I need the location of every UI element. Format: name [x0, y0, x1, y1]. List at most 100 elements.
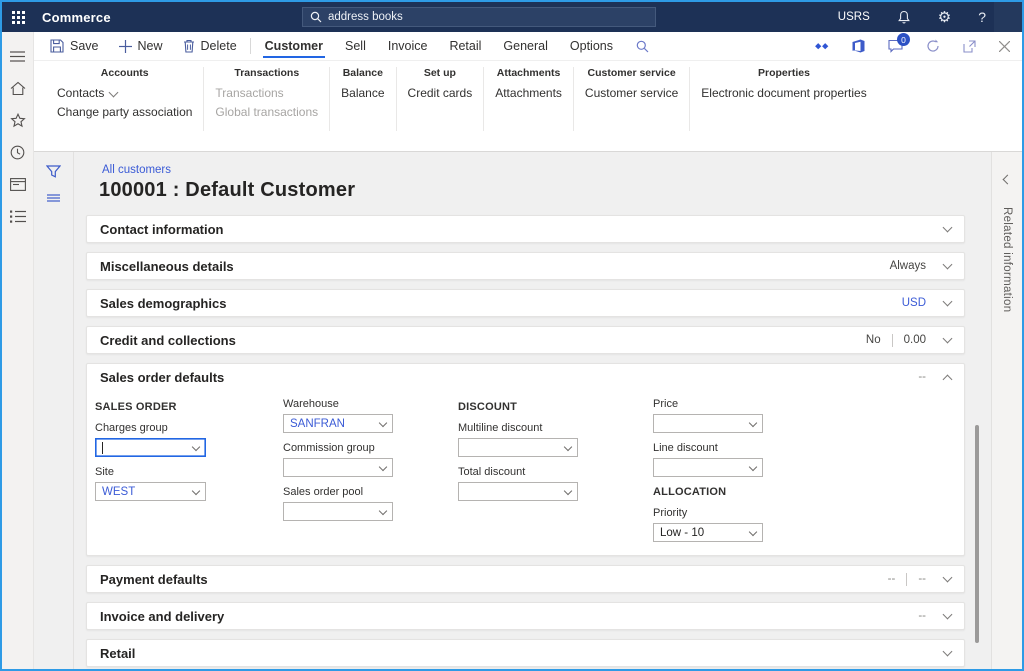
fasttab-title: Sales demographics [100, 295, 227, 311]
summary-divider [891, 333, 893, 347]
chevron-down-icon [378, 506, 388, 515]
fasttab-header[interactable]: Payment defaults -- -- [87, 566, 964, 592]
summary-value: -- [918, 371, 926, 383]
ribbon-group-title: Customer service [587, 67, 676, 79]
command-separator [249, 38, 251, 54]
breadcrumb[interactable]: All customers [102, 164, 172, 176]
group-label-sales-order: SALES ORDER [95, 401, 177, 413]
chevron-down-icon [748, 418, 758, 427]
commission-group-combobox[interactable] [283, 458, 393, 477]
fasttab-header[interactable]: Sales demographics USD [87, 290, 964, 316]
tab-sell[interactable]: Sell [345, 39, 366, 53]
hamburger-icon [10, 50, 25, 62]
priority-combobox[interactable]: Low - 10 [653, 523, 763, 542]
credit-cards-button[interactable]: Credit cards [408, 86, 473, 101]
electronic-document-properties-label: Electronic document properties [701, 86, 867, 100]
sidebar-item-recent[interactable] [2, 136, 33, 168]
chevron-left-icon[interactable] [1002, 174, 1012, 185]
sidebar-item-home[interactable] [2, 72, 33, 104]
help-button[interactable]: ? [978, 9, 986, 25]
office-apps-button[interactable] [852, 39, 865, 53]
search-input-value: address books [328, 11, 403, 23]
scrollbar-thumb[interactable] [975, 425, 979, 643]
sidebar-item-modules[interactable] [2, 200, 33, 232]
office-icon [852, 39, 865, 53]
command-bar: Save New Delete Customer Sell Invoice Re… [34, 32, 1022, 61]
multiline-discount-combobox[interactable] [458, 438, 578, 457]
sales-order-pool-combobox[interactable] [283, 502, 393, 521]
price-combobox[interactable] [653, 414, 763, 433]
fasttab-header[interactable]: Miscellaneous details Always [87, 253, 964, 279]
save-button[interactable]: Save [40, 32, 109, 60]
chevron-down-icon [942, 222, 953, 233]
charges-group-combobox[interactable] [95, 438, 206, 457]
summary-value: No [865, 334, 881, 346]
text-caret [102, 441, 103, 454]
contacts-label: Contacts [57, 86, 105, 100]
fasttab-sales-demographics: Sales demographics USD [86, 289, 965, 317]
new-label: New [137, 39, 163, 53]
scrollbar-track[interactable] [965, 152, 991, 669]
fasttab-title: Miscellaneous details [100, 258, 234, 274]
warehouse-combobox[interactable]: SANFRAN [283, 414, 393, 433]
app-name[interactable]: Commerce [42, 9, 111, 25]
show-list-button[interactable] [47, 194, 60, 202]
attachments-button[interactable]: Attachments [495, 86, 562, 101]
close-page-button[interactable] [999, 40, 1010, 52]
action-pane-ribbon: Accounts Contacts Change party associati… [34, 61, 1022, 152]
summary-value-currency[interactable]: USD [901, 297, 926, 309]
fasttab-header[interactable]: Sales order defaults -- [87, 364, 964, 390]
find-command-button[interactable] [624, 40, 661, 53]
site-combobox[interactable]: WEST [95, 482, 206, 501]
customer-service-button[interactable]: Customer service [585, 86, 678, 101]
notifications-button[interactable] [897, 10, 911, 25]
sidebar-item-favorites[interactable] [2, 104, 33, 136]
fasttab-sales-order-defaults: Sales order defaults -- SALES ORDER Char… [86, 363, 965, 556]
chevron-down-icon [942, 572, 953, 583]
ribbon-group-title: Transactions [234, 67, 300, 79]
total-discount-combobox[interactable] [458, 482, 578, 501]
filter-pane-button[interactable] [46, 165, 61, 179]
nav-sidebar [2, 32, 34, 669]
search-icon [310, 11, 322, 23]
line-discount-combobox[interactable] [653, 458, 763, 477]
delete-button[interactable]: Delete [173, 32, 247, 60]
summary-value: Always [889, 260, 926, 272]
popout-icon [963, 39, 976, 53]
sidebar-item-workspaces[interactable] [2, 168, 33, 200]
fasttab-title: Invoice and delivery [100, 608, 225, 624]
settings-button[interactable]: ⚙ [938, 10, 951, 25]
fasttab-header[interactable]: Invoice and delivery -- [87, 603, 964, 629]
close-icon [999, 40, 1010, 52]
sales-order-pool-label: Sales order pool [283, 486, 364, 498]
chevron-down-icon [191, 442, 201, 451]
refresh-button[interactable] [926, 39, 940, 53]
tab-invoice[interactable]: Invoice [387, 39, 428, 53]
contacts-menu-button[interactable]: Contacts [57, 86, 192, 101]
new-button[interactable]: New [109, 32, 173, 60]
search-box[interactable]: address books [302, 7, 656, 27]
change-party-association-button[interactable]: Change party association [57, 105, 192, 120]
tab-options[interactable]: Options [569, 39, 613, 53]
fasttab-contact-information: Contact information [86, 215, 965, 243]
open-in-new-window-button[interactable] [963, 39, 976, 53]
waffle-icon [11, 10, 25, 24]
task-recorder-button[interactable] [814, 42, 829, 51]
feedback-button[interactable]: 0 [888, 33, 910, 53]
tab-general[interactable]: General [503, 39, 548, 53]
app-launcher-button[interactable] [2, 10, 34, 24]
ribbon-group-setup: Set up Credit cards [397, 67, 485, 131]
related-information-label[interactable]: Related information [1001, 207, 1013, 313]
fasttab-header[interactable]: Contact information [87, 216, 964, 242]
user-id-button[interactable]: USRS [837, 11, 870, 23]
expand-nav-button[interactable] [2, 40, 33, 72]
tab-retail[interactable]: Retail [449, 39, 482, 53]
ribbon-group-title: Accounts [100, 67, 149, 79]
fasttab-header[interactable]: Retail [87, 640, 964, 666]
top-navbar: Commerce address books USRS ⚙ ? [2, 2, 1022, 32]
balance-button[interactable]: Balance [341, 86, 384, 101]
electronic-document-properties-button[interactable]: Electronic document properties [701, 86, 866, 101]
fasttab-title: Sales order defaults [100, 369, 225, 385]
fasttab-header[interactable]: Credit and collections No 0.00 [87, 327, 964, 353]
tab-customer[interactable]: Customer [254, 32, 334, 60]
